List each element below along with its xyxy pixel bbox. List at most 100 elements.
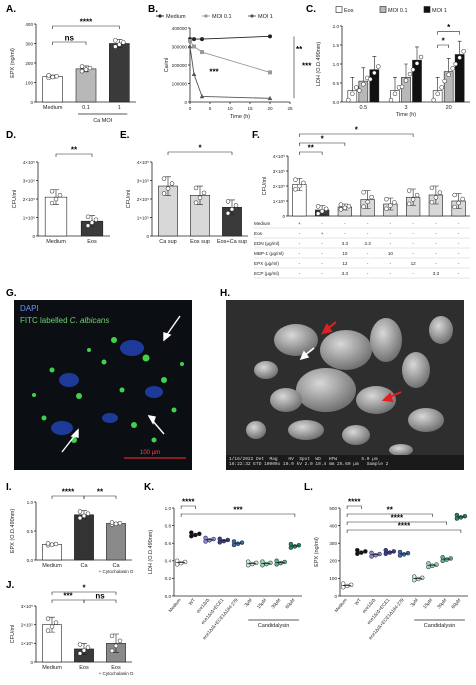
panel-K-sig-label: **** [182,498,195,507]
panel-E-error-bar [197,185,203,205]
panel-K-category-label: Medium [168,597,182,613]
panel-label-h: H. [220,288,230,299]
panel-L-sig-bracket [346,521,447,525]
panel-E-sig-label: * [198,144,202,153]
panel-B-series-line [189,46,271,99]
panel-D-ytick-label: 3×10⁵ [23,178,35,183]
panel-F-table-cell: - [344,231,346,236]
dapi-label: DAPI [20,304,39,313]
panel-E-data-point [197,195,203,201]
panel-B-xtick-label: 20 [267,106,273,111]
panel-L-data-point [444,557,449,562]
panel-K-ytick-label: 0.2 [165,576,172,581]
panel-K-data-point [282,559,287,565]
panel-L-category-label: WT [354,597,363,606]
panel-J-data-point [81,648,87,653]
panel-L-data-point [405,550,411,556]
panel-F-table-cell: - [321,251,323,256]
panel-C-data-point [461,49,466,54]
panel-F-data-point [338,202,344,207]
panel-L-sig-bracket [346,513,433,517]
chart-panel-b: 0 100000 200000 300000 400000 Ca/ml 0 5 10 15 20 25… [156,14,312,120]
panel-F-table-cell: - [367,271,369,276]
panel-E-category-label: Eos+Ca sup [217,239,247,245]
panel-K-category-label: 15μM [256,597,267,609]
panel-F-data-point [437,190,443,195]
panel-J-ylabel: CFU/ml [10,625,16,644]
chart-panel-d: 0 1×10⁵ 2×10⁵ 3×10⁵ 4×10⁵ CFU/ml Medium Eos ** [12,146,110,245]
panel-F-table-cell: - [458,221,460,226]
panel-B-legend-label: MOI 1 [258,14,273,20]
panel-I-data-point [53,541,59,547]
panel-F-data-point [365,199,370,205]
panel-L-category-label: Medium [334,597,348,613]
panel-F-table-cell: + [298,221,301,226]
panel-C-category-label: 0.5 [360,105,368,111]
fluorescence-micrograph: DAPI FITC labelled C. albicans 100 µm [14,300,192,470]
panel-K-ytick-label: 1.0 [165,506,172,511]
panel-C-data-point [442,78,447,84]
panel-C-data-point [407,71,413,77]
panel-F-data-point [319,208,325,214]
panel-A-data-point [113,38,118,43]
panel-F-data-point [301,180,306,186]
panel-L-ytick-label: 0 [334,594,337,599]
panel-F-table-cell: - [435,261,437,266]
panel-label-b: B. [148,4,158,15]
panel-J-category-label: Medium [42,665,62,671]
panel-E-data-point [229,207,235,212]
panel-F-data-point [323,206,329,212]
panel-L-category-label: 60μM [450,597,461,609]
chart-panel-c: 0.0 0.5 1.0 1.5 2.0 LDH (O.D.490nm) 0.5 3 20 Time… [316,6,470,118]
panel-F-table-cell: - [435,251,437,256]
panel-I-sig-label: ** [97,488,104,497]
panel-I-data-point [77,509,83,514]
panel-C-category-label: 20 [446,105,452,111]
panel-C-ytick-label: 0.5 [333,81,340,86]
panel-F-sig-label: * [355,126,359,135]
panel-A-group-label: Ca MOI [93,118,112,124]
panel-L-sig-label: **** [391,514,404,523]
panel-B-legend-label: Medium [166,14,186,20]
panel-F-table-cell: - [321,261,323,266]
panel-C-bar [454,54,465,103]
panel-F-table-row-label: Eos [254,231,263,236]
panel-label-j: J. [6,580,15,591]
panel-F-sig-label: ** [308,144,315,153]
panel-J-ytick-label: 3×10⁵ [21,604,33,609]
panel-C-data-point [372,70,377,76]
micrograph-cells [32,315,186,459]
panel-K-ylabel: LDH (O.D.490nm) [148,530,154,574]
panel-K-data-point [211,536,216,542]
panel-F-table-cell: - [367,221,369,226]
panel-F-table-cell: 12 [342,261,348,266]
panel-A-data-point [113,44,118,49]
panel-C-data-point [439,85,444,90]
panel-C-legend-label: MOI 1 [432,8,447,14]
panel-B-legend-marker [158,14,162,18]
panel-K-ytick-label: 0.6 [165,541,172,546]
panel-E-ytick-label: 4×10⁵ [137,160,149,165]
panel-L-data-point [387,550,393,555]
panel-E-data-point [161,176,167,181]
panel-F-data-point [361,204,366,209]
panel-J-category-label: Eos [111,665,121,671]
panel-I-category-label: Medium [42,563,62,569]
panel-L-data-point [344,583,350,589]
fitc-label: FITC labelled C. albicans [20,316,110,325]
panel-C-ytick-label: 0.0 [333,100,340,105]
panel-C-error-bar [393,77,397,91]
panel-A-data-point [54,73,59,79]
panel-F-data-point [369,194,374,200]
panel-C-data-point [414,61,420,66]
panel-K-data-point [235,541,241,547]
panel-L-ytick-label: 400 [329,523,337,528]
panel-J-category-label: Eos [79,665,89,671]
panel-D-category-label: Medium [46,239,66,245]
panel-C-data-point [446,72,451,78]
panel-L-data-point [369,550,374,556]
panel-J-sig-label: ns [95,592,105,601]
panel-I-data-point [85,511,91,516]
panel-E-data-point [161,191,167,196]
